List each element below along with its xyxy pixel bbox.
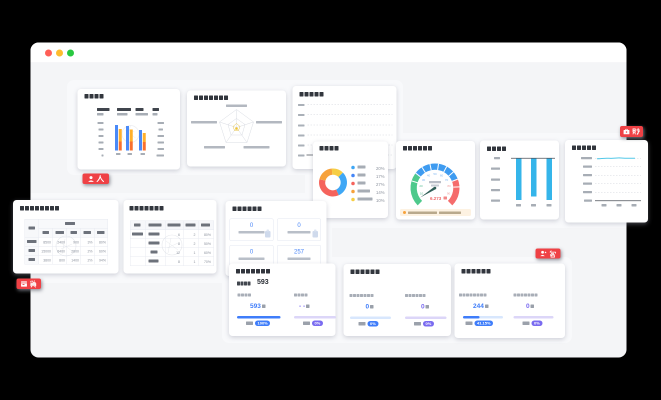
svg-text:2: 2 <box>194 233 196 237</box>
svg-text:60%: 60% <box>99 250 106 254</box>
svg-text:900: 900 <box>73 241 79 245</box>
svg-text:2800: 2800 <box>71 250 79 254</box>
svg-text:60%: 60% <box>204 251 211 255</box>
svg-text:30: 30 <box>422 178 426 182</box>
svg-text:2%: 2% <box>87 259 92 263</box>
svg-text:6400: 6400 <box>57 250 65 254</box>
svg-text:80: 80 <box>447 184 451 188</box>
svg-text:15000: 15000 <box>41 250 51 254</box>
svg-text:60: 60 <box>440 173 444 177</box>
svg-text:8500: 8500 <box>43 241 51 245</box>
svg-text:50%: 50% <box>204 242 211 246</box>
svg-text:40: 40 <box>427 173 431 177</box>
svg-text:70%: 70% <box>204 260 211 264</box>
svg-text:2: 2 <box>194 242 196 246</box>
svg-text:50: 50 <box>433 172 437 176</box>
svg-text:27%: 27% <box>376 182 385 187</box>
svg-text:1: 1 <box>194 260 196 264</box>
svg-text:8: 8 <box>178 242 180 246</box>
svg-text:20: 20 <box>419 184 423 188</box>
svg-text:70: 70 <box>445 178 449 182</box>
svg-text:20%: 20% <box>376 166 385 171</box>
svg-text:2400: 2400 <box>57 241 65 245</box>
svg-text:17%: 17% <box>376 174 385 179</box>
svg-text:2%: 2% <box>87 250 92 254</box>
svg-text:94%: 94% <box>99 259 106 263</box>
svg-text:1400: 1400 <box>71 259 79 263</box>
svg-text:8: 8 <box>178 260 180 264</box>
svg-text:1: 1 <box>194 251 196 255</box>
svg-text:6.273: 6.273 <box>430 196 442 201</box>
svg-text:80%: 80% <box>99 241 106 245</box>
svg-text:10: 10 <box>420 192 424 196</box>
svg-text:90: 90 <box>447 192 451 196</box>
svg-text:14%: 14% <box>376 190 385 195</box>
svg-text:800: 800 <box>59 259 65 263</box>
svg-text:6: 6 <box>178 233 180 237</box>
svg-text:10%: 10% <box>376 198 385 203</box>
svg-text:3%: 3% <box>87 241 92 245</box>
svg-text:3800: 3800 <box>43 259 51 263</box>
svg-text:12: 12 <box>176 251 180 255</box>
svg-text:80%: 80% <box>204 233 211 237</box>
